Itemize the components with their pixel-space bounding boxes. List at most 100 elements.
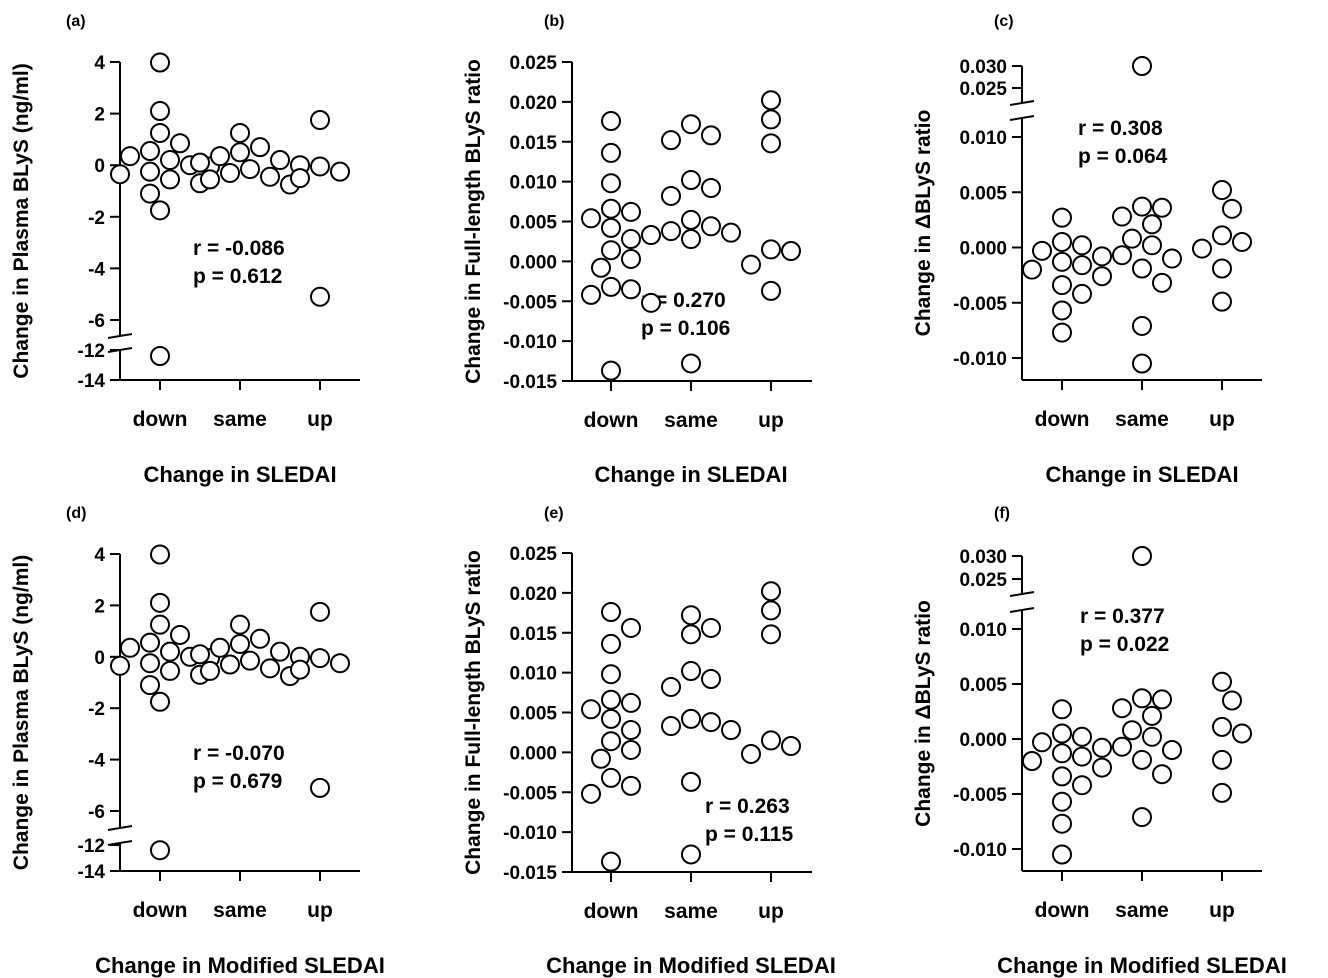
data-point: [581, 783, 601, 804]
data-point: [1052, 251, 1072, 272]
y-tick-label: 0.005: [509, 213, 557, 234]
data-point: [1132, 258, 1152, 279]
data-point: [150, 52, 170, 73]
data-point: [661, 716, 681, 737]
data-point: [290, 168, 310, 189]
data-point: [641, 225, 661, 246]
data-point: [190, 644, 210, 665]
data-point: [1052, 723, 1072, 744]
data-point: [701, 617, 721, 638]
data-point: [140, 161, 160, 182]
panel-b: (b) 0.025 0.020 0.015 0.010 0.005 0.000 -0.005 -…: [462, 13, 812, 487]
data-point: [1072, 775, 1092, 796]
data-point: [681, 624, 701, 645]
data-point: [1052, 743, 1072, 764]
data-point: [601, 240, 621, 261]
data-point: [761, 239, 781, 260]
y-tick-label: 0.030: [959, 57, 1007, 78]
data-point: [230, 122, 250, 143]
data-point: [1132, 315, 1152, 336]
data-point: [681, 353, 701, 374]
x-tick-label: down: [584, 409, 639, 432]
data-point: [1112, 245, 1132, 266]
axis-break-mark: [1009, 115, 1035, 121]
data-point: [1152, 272, 1172, 293]
data-point: [1212, 749, 1232, 770]
data-point: [250, 137, 270, 158]
data-point: [1212, 716, 1232, 737]
data-point: [210, 637, 230, 658]
data-point: [601, 111, 621, 132]
data-point: [761, 600, 781, 621]
data-point: [140, 632, 160, 653]
y-tick-label: -4: [88, 259, 105, 280]
y-tick-label: -0.010: [953, 840, 1007, 861]
data-point: [150, 840, 170, 861]
data-point: [781, 241, 801, 262]
data-point: [1212, 258, 1232, 279]
y-tick-label: 0.000: [959, 730, 1007, 751]
y-axis-label: Change in Plasma BLyS (ng/ml): [10, 555, 33, 870]
data-point: [661, 221, 681, 242]
y-tick-label: 0.025: [959, 79, 1007, 100]
stat-annotation: p = 0.115: [705, 823, 793, 846]
x-axis-label: Change in SLEDAI: [143, 462, 336, 487]
data-point: [150, 592, 170, 613]
data-point: [160, 150, 180, 171]
data-point: [230, 142, 250, 163]
data-point: [761, 133, 781, 154]
data-point: [701, 712, 721, 733]
y-tick-label: 0.010: [509, 173, 557, 194]
data-point: [701, 216, 721, 237]
data-point: [140, 653, 160, 674]
data-point: [1122, 228, 1142, 249]
data-point: [240, 159, 260, 180]
data-point: [150, 122, 170, 143]
data-point: [1212, 291, 1232, 312]
data-point: [160, 169, 180, 190]
y-tick-label: -0.005: [503, 292, 557, 313]
data-point: [240, 650, 260, 671]
data-point: [601, 602, 621, 623]
data-point: [330, 653, 350, 674]
stat-annotation: r = -0.070: [193, 742, 285, 765]
y-tick-label: -0.010: [953, 349, 1007, 370]
stat-annotation: r = 0.270: [641, 289, 726, 312]
data-point: [1162, 740, 1182, 760]
data-point: [601, 142, 621, 163]
data-point: [581, 208, 601, 229]
data-point: [310, 110, 330, 131]
data-point: [1152, 689, 1172, 710]
data-point: [120, 637, 140, 658]
y-tick-label: -0.005: [953, 294, 1007, 315]
stat-annotation: p = 0.022: [1080, 633, 1169, 656]
data-point: [621, 201, 641, 222]
data-point: [220, 162, 240, 183]
data-point: [681, 209, 701, 230]
stat-annotation: r = 0.308: [1078, 117, 1163, 140]
x-axis-label: Change in Modified SLEDAI: [997, 953, 1287, 978]
data-point: [230, 633, 250, 654]
stat-annotation: r = -0.086: [193, 237, 285, 260]
data-point: [160, 641, 180, 662]
data-point: [1132, 688, 1152, 709]
y-tick-label: 0.015: [509, 624, 557, 645]
data-point: [1112, 206, 1132, 227]
data-point: [701, 125, 721, 146]
data-point: [1092, 266, 1112, 287]
data-point: [140, 183, 160, 204]
y-tick-label: 0.000: [509, 743, 557, 764]
x-tick-label: up: [307, 408, 333, 431]
data-point: [270, 150, 290, 171]
data-point: [170, 133, 190, 154]
data-point: [150, 544, 170, 565]
data-point: [781, 735, 801, 756]
data-point: [621, 692, 641, 713]
data-point: [1052, 791, 1072, 812]
y-tick-label: -0.015: [503, 372, 557, 393]
data-point: [220, 654, 240, 675]
axis-break-mark: [1009, 100, 1035, 106]
data-point: [150, 101, 170, 122]
data-point: [110, 164, 130, 185]
